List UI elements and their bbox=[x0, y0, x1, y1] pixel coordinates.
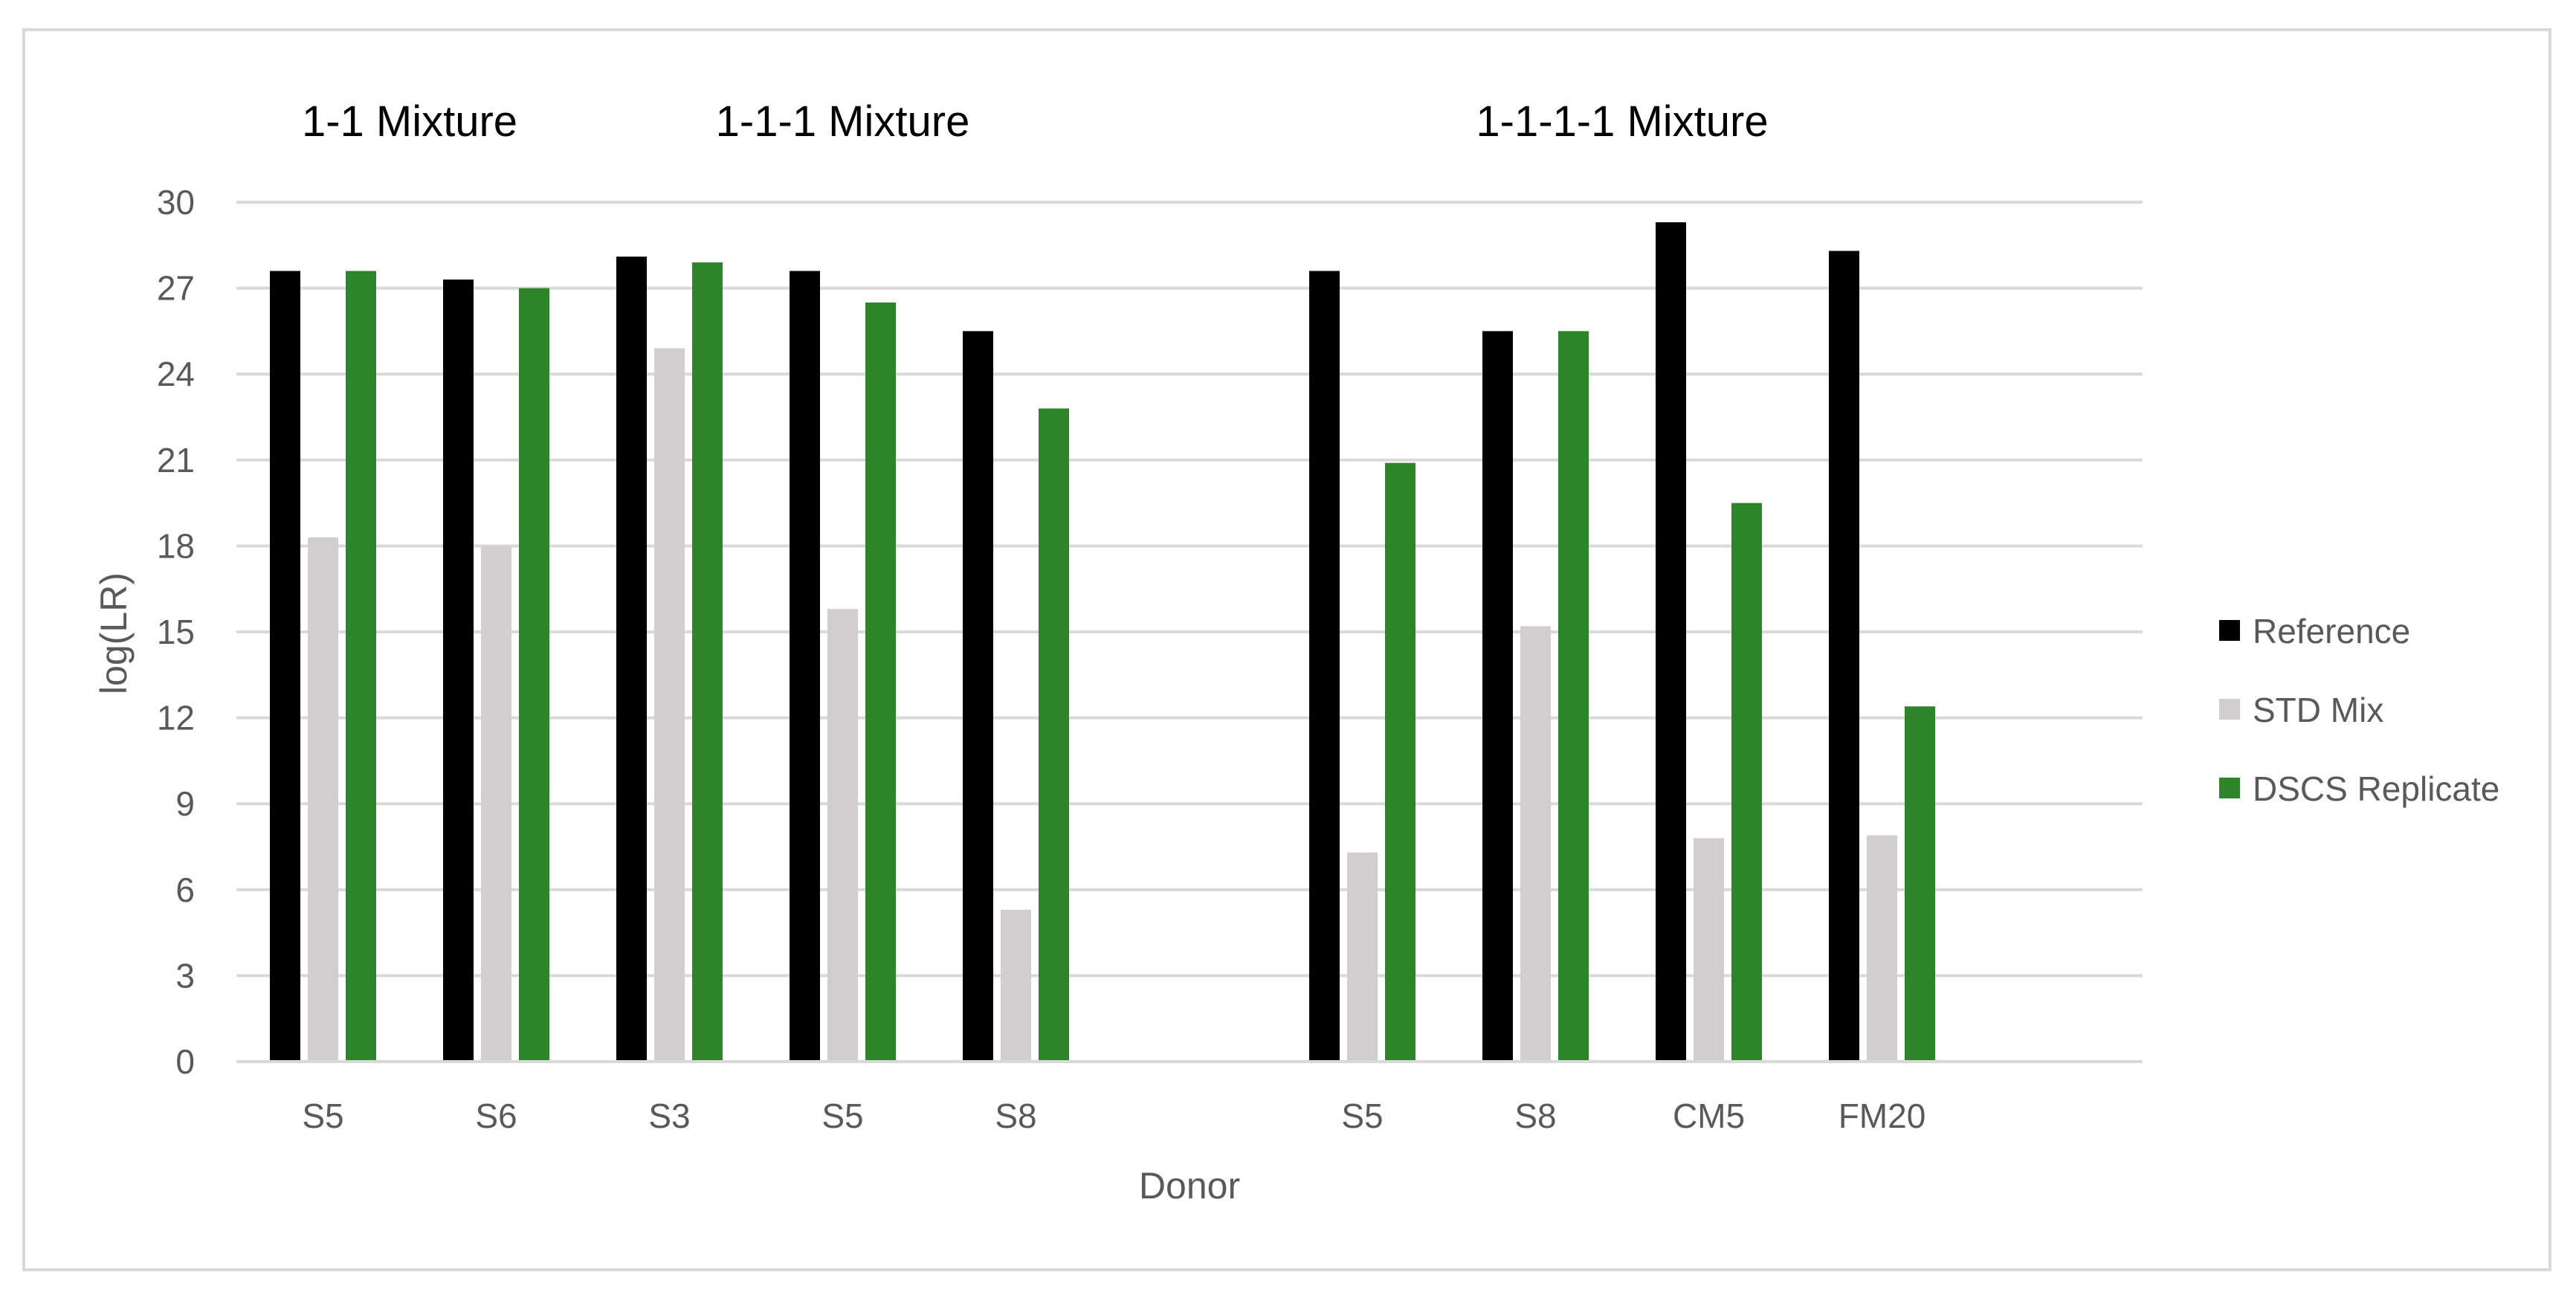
legend-swatch-reference bbox=[2219, 620, 2240, 641]
legend: Reference STD Mix DSCS Replicate bbox=[2219, 612, 2499, 808]
bar-reference bbox=[1482, 331, 1513, 1062]
bar-std-mix bbox=[1001, 909, 1031, 1062]
legend-label-std-mix: STD Mix bbox=[2253, 691, 2383, 729]
y-tick-label: 0 bbox=[175, 1042, 195, 1081]
bar-reference bbox=[616, 256, 647, 1062]
y-tick-label: 21 bbox=[157, 441, 195, 480]
bar-dscs-replicate bbox=[519, 288, 549, 1062]
bar-std-mix bbox=[481, 546, 511, 1062]
x-tick-label: S8 bbox=[995, 1097, 1036, 1135]
legend-label-dscs-replicate: DSCS Replicate bbox=[2253, 769, 2499, 808]
bar-dscs-replicate bbox=[346, 271, 376, 1062]
bar-dscs-replicate bbox=[865, 302, 896, 1062]
x-tick-label: S6 bbox=[475, 1097, 517, 1135]
bar-reference bbox=[443, 280, 474, 1062]
y-tick-label: 15 bbox=[157, 613, 195, 651]
bar-reference bbox=[790, 271, 820, 1062]
group-title: 1-1-1 Mixture bbox=[716, 97, 970, 146]
bar-reference bbox=[1829, 251, 1859, 1062]
bar-reference bbox=[963, 331, 993, 1062]
x-tick-label: S8 bbox=[1514, 1097, 1556, 1135]
x-tick-label: S5 bbox=[302, 1097, 343, 1135]
bar-std-mix bbox=[1520, 626, 1551, 1062]
y-tick-label: 12 bbox=[157, 699, 195, 737]
bar-dscs-replicate bbox=[1905, 706, 1935, 1062]
y-tick-label: 24 bbox=[157, 355, 195, 393]
x-tick-label: S5 bbox=[821, 1097, 863, 1135]
x-tick-label: CM5 bbox=[1673, 1097, 1745, 1135]
y-tick-label: 27 bbox=[157, 269, 195, 308]
x-tick-label: FM20 bbox=[1839, 1097, 1926, 1135]
bar-dscs-replicate bbox=[1731, 503, 1762, 1062]
y-tick-label: 3 bbox=[175, 956, 195, 995]
bars bbox=[236, 222, 2143, 1063]
bar-std-mix bbox=[1694, 838, 1724, 1062]
y-tick-label: 9 bbox=[175, 784, 195, 823]
group-title: 1-1 Mixture bbox=[302, 97, 517, 146]
bar-dscs-replicate bbox=[1385, 462, 1415, 1062]
chart-frame bbox=[22, 28, 2551, 1271]
y-axis-ticks: 0 3 6 9 12 15 18 21 24 27 30 bbox=[157, 183, 195, 1081]
bar-std-mix bbox=[827, 609, 858, 1062]
y-axis-title: log(LR) bbox=[93, 572, 135, 694]
bar-reference bbox=[1656, 222, 1686, 1062]
bar-dscs-replicate bbox=[1558, 331, 1589, 1062]
group-titles: 1-1 Mixture 1-1-1 Mixture 1-1-1-1 Mixture bbox=[302, 97, 1769, 146]
bar-reference bbox=[270, 271, 300, 1062]
bar-reference bbox=[1309, 271, 1340, 1062]
group-title: 1-1-1-1 Mixture bbox=[1476, 97, 1768, 146]
y-tick-label: 30 bbox=[157, 183, 195, 222]
x-axis-ticks: S5 S6 S3 S5 S8 S5 S8 CM5 FM20 bbox=[302, 1097, 1925, 1135]
x-tick-label: S5 bbox=[1341, 1097, 1383, 1135]
legend-swatch-dscs-replicate bbox=[2219, 778, 2240, 798]
bar-std-mix bbox=[654, 348, 685, 1062]
bar-std-mix bbox=[308, 537, 338, 1062]
bar-dscs-replicate bbox=[692, 262, 723, 1062]
y-tick-label: 6 bbox=[175, 871, 195, 909]
legend-label-reference: Reference bbox=[2253, 612, 2410, 650]
y-tick-label: 18 bbox=[157, 526, 195, 565]
bar-std-mix bbox=[1867, 835, 1897, 1062]
legend-swatch-std-mix bbox=[2219, 699, 2240, 720]
bar-dscs-replicate bbox=[1039, 408, 1069, 1062]
x-tick-label: S3 bbox=[648, 1097, 690, 1135]
bar-std-mix bbox=[1347, 852, 1378, 1062]
x-axis-title: Donor bbox=[1139, 1165, 1240, 1207]
